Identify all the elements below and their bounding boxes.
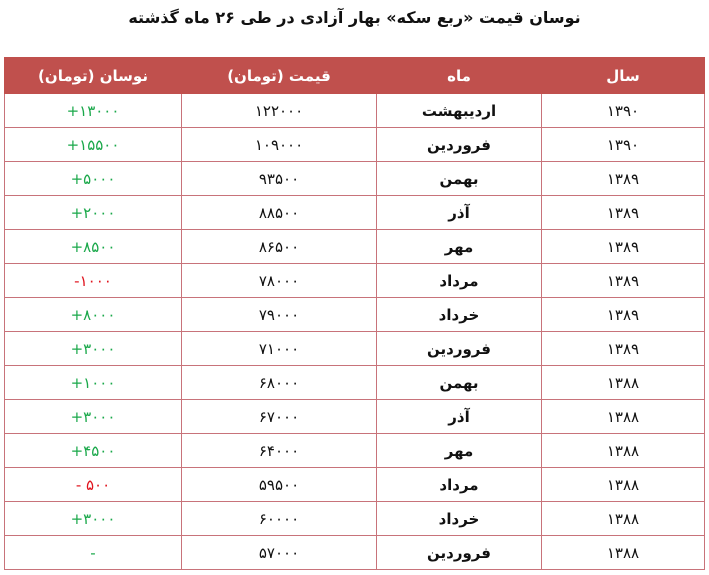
cell-month: فروردین <box>376 127 542 162</box>
table-row: ۱۳۸۹ آذر ۸۸۵۰۰ +۲۰۰۰ <box>4 195 705 230</box>
cell-change: - ۵۰۰ <box>4 467 182 502</box>
table-row: ۱۳۸۹ مرداد ۷۸۰۰۰ -۱۰۰۰ <box>4 263 705 298</box>
cell-year: ۱۳۸۹ <box>541 195 705 230</box>
cell-month: خرداد <box>376 501 542 536</box>
cell-year: ۱۳۸۹ <box>541 263 705 298</box>
cell-year: ۱۳۸۸ <box>541 399 705 434</box>
cell-month: فروردین <box>376 535 542 570</box>
cell-month: مرداد <box>376 467 542 502</box>
cell-change: +۳۰۰۰ <box>4 399 182 434</box>
header-price: قیمت (تومان) <box>181 57 377 94</box>
cell-change: +۵۰۰۰ <box>4 161 182 196</box>
cell-change: +۸۵۰۰ <box>4 229 182 264</box>
cell-month: بهمن <box>376 161 542 196</box>
cell-change: +۱۰۰۰ <box>4 365 182 400</box>
cell-year: ۱۳۸۹ <box>541 161 705 196</box>
cell-year: ۱۳۸۹ <box>541 331 705 366</box>
cell-price: ۷۸۰۰۰ <box>181 263 377 298</box>
table-row: ۱۳۸۸ مهر ۶۴۰۰۰ +۴۵۰۰ <box>4 433 705 468</box>
table-row: ۱۳۸۹ مهر ۸۶۵۰۰ +۸۵۰۰ <box>4 229 705 264</box>
cell-change: +۴۵۰۰ <box>4 433 182 468</box>
cell-change: +۳۰۰۰ <box>4 331 182 366</box>
cell-month: اردیبهشت <box>376 93 542 128</box>
page-title: نوسان قیمت «ربع سکه» بهار آزادی در طی ۲۶… <box>128 8 581 27</box>
table-row: ۱۳۸۹ خرداد ۷۹۰۰۰ +۸۰۰۰ <box>4 297 705 332</box>
cell-year: ۱۳۸۹ <box>541 229 705 264</box>
header-change: نوسان (تومان) <box>4 57 182 94</box>
table-row: ۱۳۸۸ مرداد ۵۹۵۰۰- ۵۰۰ <box>4 467 705 502</box>
price-table: سال ماه قیمت (تومان) نوسان (تومان) ۱۳۹۰ ا… <box>4 57 705 570</box>
cell-price: ۱۲۲۰۰۰ <box>181 93 377 128</box>
cell-change: +۳۰۰۰ <box>4 501 182 536</box>
cell-change: - <box>4 535 182 570</box>
header-year: سال <box>541 57 705 94</box>
table-row: ۱۳۸۹ فروردین ۷۱۰۰۰ +۳۰۰۰ <box>4 331 705 366</box>
table-row: ۱۳۸۸ خرداد ۶۰۰۰۰ +۳۰۰۰ <box>4 501 705 536</box>
cell-year: ۱۳۸۸ <box>541 501 705 536</box>
cell-change: +۲۰۰۰ <box>4 195 182 230</box>
cell-year: ۱۳۹۰ <box>541 93 705 128</box>
cell-price: ۶۴۰۰۰ <box>181 433 377 468</box>
cell-change: +۱۳۰۰۰ <box>4 93 182 128</box>
cell-change: +۱۵۵۰۰ <box>4 127 182 162</box>
cell-year: ۱۳۸۸ <box>541 433 705 468</box>
cell-month: فروردین <box>376 331 542 366</box>
cell-month: آذر <box>376 399 542 434</box>
cell-price: ۸۸۵۰۰ <box>181 195 377 230</box>
cell-price: ۱۰۹۰۰۰ <box>181 127 377 162</box>
cell-year: ۱۳۸۹ <box>541 297 705 332</box>
cell-year: ۱۳۸۸ <box>541 535 705 570</box>
cell-month: بهمن <box>376 365 542 400</box>
cell-price: ۶۷۰۰۰ <box>181 399 377 434</box>
cell-year: ۱۳۹۰ <box>541 127 705 162</box>
cell-month: مهر <box>376 433 542 468</box>
cell-price: ۹۳۵۰۰ <box>181 161 377 196</box>
cell-change: +۸۰۰۰ <box>4 297 182 332</box>
table-row: ۱۳۸۸ آذر ۶۷۰۰۰ +۳۰۰۰ <box>4 399 705 434</box>
cell-year: ۱۳۸۸ <box>541 467 705 502</box>
cell-month: مهر <box>376 229 542 264</box>
cell-change: -۱۰۰۰ <box>4 263 182 298</box>
header-row: سال ماه قیمت (تومان) نوسان (تومان) <box>4 57 705 94</box>
table-row: ۱۳۹۰ فروردین ۱۰۹۰۰۰ +۱۵۵۰۰ <box>4 127 705 162</box>
cell-price: ۵۷۰۰۰ <box>181 535 377 570</box>
cell-price: ۵۹۵۰۰ <box>181 467 377 502</box>
cell-month: خرداد <box>376 297 542 332</box>
cell-price: ۷۹۰۰۰ <box>181 297 377 332</box>
cell-price: ۶۰۰۰۰ <box>181 501 377 536</box>
cell-month: آذر <box>376 195 542 230</box>
cell-year: ۱۳۸۸ <box>541 365 705 400</box>
cell-price: ۷۱۰۰۰ <box>181 331 377 366</box>
table-row: ۱۳۸۸ فروردین ۵۷۰۰۰- <box>4 535 705 570</box>
cell-price: ۸۶۵۰۰ <box>181 229 377 264</box>
table-row: ۱۳۹۰ اردیبهشت ۱۲۲۰۰۰ +۱۳۰۰۰ <box>4 93 705 128</box>
header-month: ماه <box>376 57 542 94</box>
cell-price: ۶۸۰۰۰ <box>181 365 377 400</box>
cell-month: مرداد <box>376 263 542 298</box>
table-row: ۱۳۸۸ بهمن ۶۸۰۰۰ +۱۰۰۰ <box>4 365 705 400</box>
table-row: ۱۳۸۹ بهمن ۹۳۵۰۰ +۵۰۰۰ <box>4 161 705 196</box>
